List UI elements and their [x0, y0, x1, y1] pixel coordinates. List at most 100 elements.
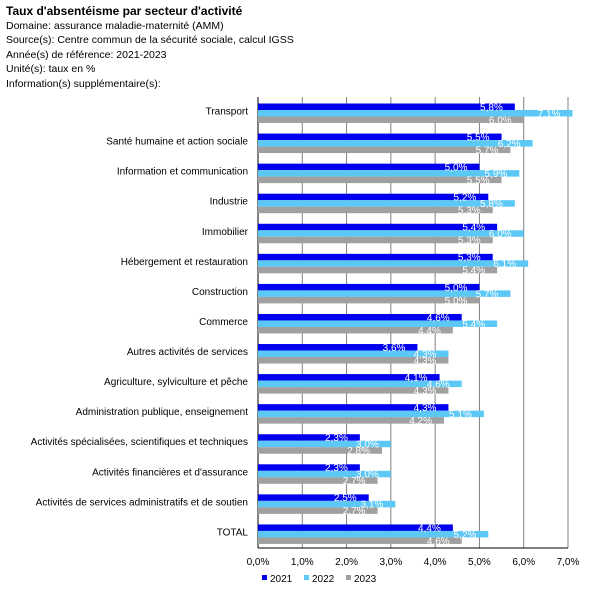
bar-2021	[258, 223, 498, 231]
legend-label: 2021	[270, 574, 293, 585]
bar-2021	[258, 133, 502, 141]
data-label: 5,9%	[484, 169, 507, 180]
bar-2021	[258, 344, 418, 351]
data-label: 7,1%	[538, 109, 561, 120]
data-label: 6,2%	[498, 139, 521, 150]
bar-2023	[258, 146, 511, 154]
category-label: Autres activités de services	[127, 347, 248, 358]
data-label: 5,0%	[445, 283, 468, 294]
data-label: 4,6%	[427, 536, 450, 547]
data-label: 5,8%	[480, 199, 503, 210]
category-label: Information et communication	[117, 167, 248, 178]
data-label: 3,0%	[356, 440, 379, 451]
bar-2023	[258, 387, 449, 394]
data-label: 4,6%	[427, 313, 450, 324]
data-label: 3,0%	[356, 470, 379, 481]
bar-2021	[258, 103, 515, 110]
category-label: Administration publique, enseignement	[76, 407, 249, 418]
bar-2021	[258, 163, 480, 171]
data-label: 5,0%	[445, 162, 468, 173]
data-label: 6,0%	[489, 229, 512, 240]
data-label: 4,2%	[409, 416, 432, 427]
category-label: Immobilier	[202, 227, 249, 238]
data-label: 4,4%	[418, 326, 441, 337]
data-label: 5,3%	[458, 236, 481, 247]
x-tick-label: 7,0%	[557, 557, 580, 568]
data-label: 2,7%	[343, 506, 366, 517]
bar-2023	[258, 537, 462, 544]
bar-2021	[258, 283, 480, 291]
data-label: 5,0%	[445, 296, 468, 307]
category-label: Hébergement et restauration	[121, 257, 248, 268]
bar-2022	[258, 170, 520, 177]
bar-2023	[258, 116, 524, 123]
data-label: 2,8%	[347, 446, 370, 457]
bar-2021	[258, 434, 360, 441]
data-label: 4,3%	[414, 386, 437, 397]
x-tick-label: 2,0%	[335, 557, 358, 568]
x-tick-label: 4,0%	[424, 557, 447, 568]
bar-2023	[258, 206, 493, 214]
chart-title: Taux d'absentéisme par secteur d'activit…	[6, 4, 243, 18]
bar-2021	[258, 313, 462, 321]
data-label: 5,7%	[476, 289, 499, 300]
bar-2022	[258, 470, 391, 478]
data-label: 4,3%	[414, 403, 437, 414]
data-label: 5,1%	[449, 410, 472, 421]
bar-2022	[258, 500, 396, 508]
data-label: 5,3%	[458, 206, 481, 217]
data-label: 3,1%	[360, 500, 383, 511]
data-label: 5,5%	[467, 132, 490, 143]
bar-2023	[258, 296, 480, 304]
bar-2023	[258, 326, 453, 334]
x-tick-label: 0,0%	[247, 557, 270, 568]
legend-swatch-2022	[304, 575, 309, 580]
data-label: 5,2%	[453, 530, 476, 541]
category-label: Construction	[192, 287, 248, 298]
bar-2021	[258, 524, 453, 531]
data-label: 2,7%	[343, 476, 366, 487]
bar-2021	[258, 464, 360, 471]
x-tick-label: 1,0%	[291, 557, 314, 568]
bar-2022	[258, 530, 489, 538]
data-label: 4,6%	[427, 379, 450, 390]
bar-2022	[258, 200, 515, 207]
bar-2023	[258, 417, 444, 424]
data-label: 2,3%	[325, 433, 348, 444]
data-label: 5,3%	[458, 253, 481, 264]
bar-2021	[258, 404, 449, 411]
bar-2022	[258, 140, 533, 147]
data-label: 5,4%	[462, 319, 485, 330]
category-label: Industrie	[210, 197, 249, 208]
data-label: 5,5%	[467, 175, 490, 186]
data-label: 4,3%	[414, 349, 437, 360]
bar-2022	[258, 260, 529, 267]
bar-2021	[258, 494, 369, 501]
legend-label: 2022	[312, 574, 335, 585]
data-label: 3,6%	[383, 343, 406, 354]
info-line: Information(s) supplémentaire(s):	[6, 77, 161, 90]
data-label: 6,1%	[493, 259, 516, 270]
unit-line: Unité(s): taux en %	[6, 63, 96, 76]
category-label: Activités de services administratifs et …	[36, 497, 248, 508]
data-label: 4,1%	[405, 373, 428, 384]
x-tick-label: 5,0%	[468, 557, 491, 568]
data-label: 2,3%	[325, 463, 348, 474]
bar-2022	[258, 380, 462, 388]
data-label: 6,0%	[489, 115, 512, 126]
category-label: Transport	[206, 107, 249, 118]
chart-header: Taux d'absentéisme par secteur d'activit…	[6, 4, 294, 91]
bar-2022	[258, 350, 449, 358]
category-label: Activités spécialisées, scientifiques et…	[31, 437, 248, 448]
legend-label: 2023	[354, 574, 377, 585]
data-label: 4,4%	[418, 523, 441, 534]
bar-2021	[258, 193, 489, 201]
bar-2023	[258, 176, 502, 184]
legend-swatch-2023	[346, 575, 351, 580]
bar-2022	[258, 320, 498, 327]
category-label: TOTAL	[217, 527, 249, 538]
bar-2023	[258, 357, 449, 364]
bar-2023	[258, 507, 378, 514]
category-label: Agriculture, sylviculture et pêche	[104, 377, 248, 388]
